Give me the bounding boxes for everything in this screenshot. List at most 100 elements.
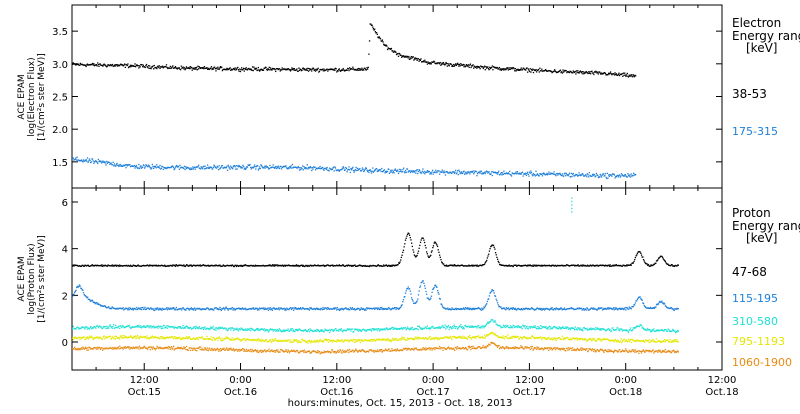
data-point: [173, 326, 174, 327]
data-point: [504, 326, 505, 327]
data-point: [623, 75, 624, 76]
data-point: [488, 254, 489, 255]
data-point: [204, 166, 205, 167]
data-point: [196, 67, 197, 68]
data-point: [105, 164, 106, 165]
data-point: [440, 259, 441, 260]
data-point: [102, 338, 103, 339]
data-point: [267, 167, 268, 168]
data-point: [291, 69, 292, 70]
data-point: [88, 160, 89, 161]
xtick-date-label: Oct.15: [128, 387, 161, 398]
data-point: [489, 295, 490, 296]
data-point: [195, 68, 196, 69]
data-point: [370, 24, 371, 25]
data-point: [472, 170, 473, 171]
data-point: [425, 245, 426, 246]
data-point: [446, 326, 447, 327]
data-point: [79, 337, 80, 338]
data-point: [464, 328, 465, 329]
data-point: [494, 247, 495, 248]
data-point: [320, 339, 321, 340]
data-point: [354, 264, 355, 265]
data-point: [393, 172, 394, 173]
data-point: [195, 310, 196, 311]
data-point: [219, 328, 220, 329]
data-point: [399, 169, 400, 170]
data-point: [246, 67, 247, 68]
data-point: [470, 64, 471, 65]
data-point: [72, 296, 73, 297]
data-point: [124, 335, 125, 336]
data-point: [247, 330, 248, 331]
data-point: [112, 328, 113, 329]
data-point: [582, 174, 583, 175]
data-point: [441, 172, 442, 173]
data-point: [417, 253, 418, 254]
data-point: [159, 338, 160, 339]
data-point: [131, 327, 132, 328]
data-point: [337, 339, 338, 340]
data-point: [268, 341, 269, 342]
data-point: [501, 172, 502, 173]
data-point: [129, 66, 130, 67]
data-point: [176, 165, 177, 166]
data-point: [623, 73, 624, 74]
data-point: [166, 64, 167, 65]
data-point: [457, 170, 458, 171]
data-point: [275, 166, 276, 167]
data-point: [362, 167, 363, 168]
data-point: [491, 289, 492, 290]
data-point: [614, 177, 615, 178]
data-point: [626, 74, 627, 75]
data-point: [82, 290, 83, 291]
data-point: [313, 341, 314, 342]
data-point: [299, 169, 300, 170]
data-point: [221, 310, 222, 311]
data-point: [532, 264, 533, 265]
data-point: [399, 261, 400, 262]
data-point: [195, 67, 196, 68]
proton-legend-115-195: 115-195: [732, 292, 778, 305]
data-point: [562, 69, 563, 70]
data-point: [215, 70, 216, 71]
data-point: [489, 250, 490, 251]
data-point: [322, 307, 323, 308]
data-point: [585, 72, 586, 73]
data-point: [268, 69, 269, 70]
data-point: [642, 256, 643, 257]
data-point: [488, 323, 489, 324]
data-point: [195, 328, 196, 329]
data-point: [216, 307, 217, 308]
data-point: [650, 330, 651, 331]
data-point: [219, 307, 220, 308]
data-point: [311, 70, 312, 71]
data-point: [310, 69, 311, 70]
data-point: [549, 328, 550, 329]
data-point: [370, 169, 371, 170]
data-point: [379, 330, 380, 331]
data-point: [418, 171, 419, 172]
data-point: [157, 326, 158, 327]
data-point: [328, 170, 329, 171]
data-point: [97, 303, 98, 304]
data-point: [185, 338, 186, 339]
data-point: [413, 59, 414, 60]
data-point: [343, 167, 344, 168]
data-point: [291, 67, 292, 68]
data-point: [137, 335, 138, 336]
data-point: [599, 176, 600, 177]
data-point: [315, 70, 316, 71]
data-point: [410, 58, 411, 59]
data-point: [252, 340, 253, 341]
data-point: [487, 66, 488, 67]
data-point: [537, 174, 538, 175]
data-point: [260, 340, 261, 341]
data-point: [452, 326, 453, 327]
data-point: [415, 173, 416, 174]
data-point: [299, 70, 300, 71]
data-point: [463, 66, 464, 67]
data-point: [130, 65, 131, 66]
data-point: [539, 175, 540, 176]
data-point: [578, 328, 579, 329]
